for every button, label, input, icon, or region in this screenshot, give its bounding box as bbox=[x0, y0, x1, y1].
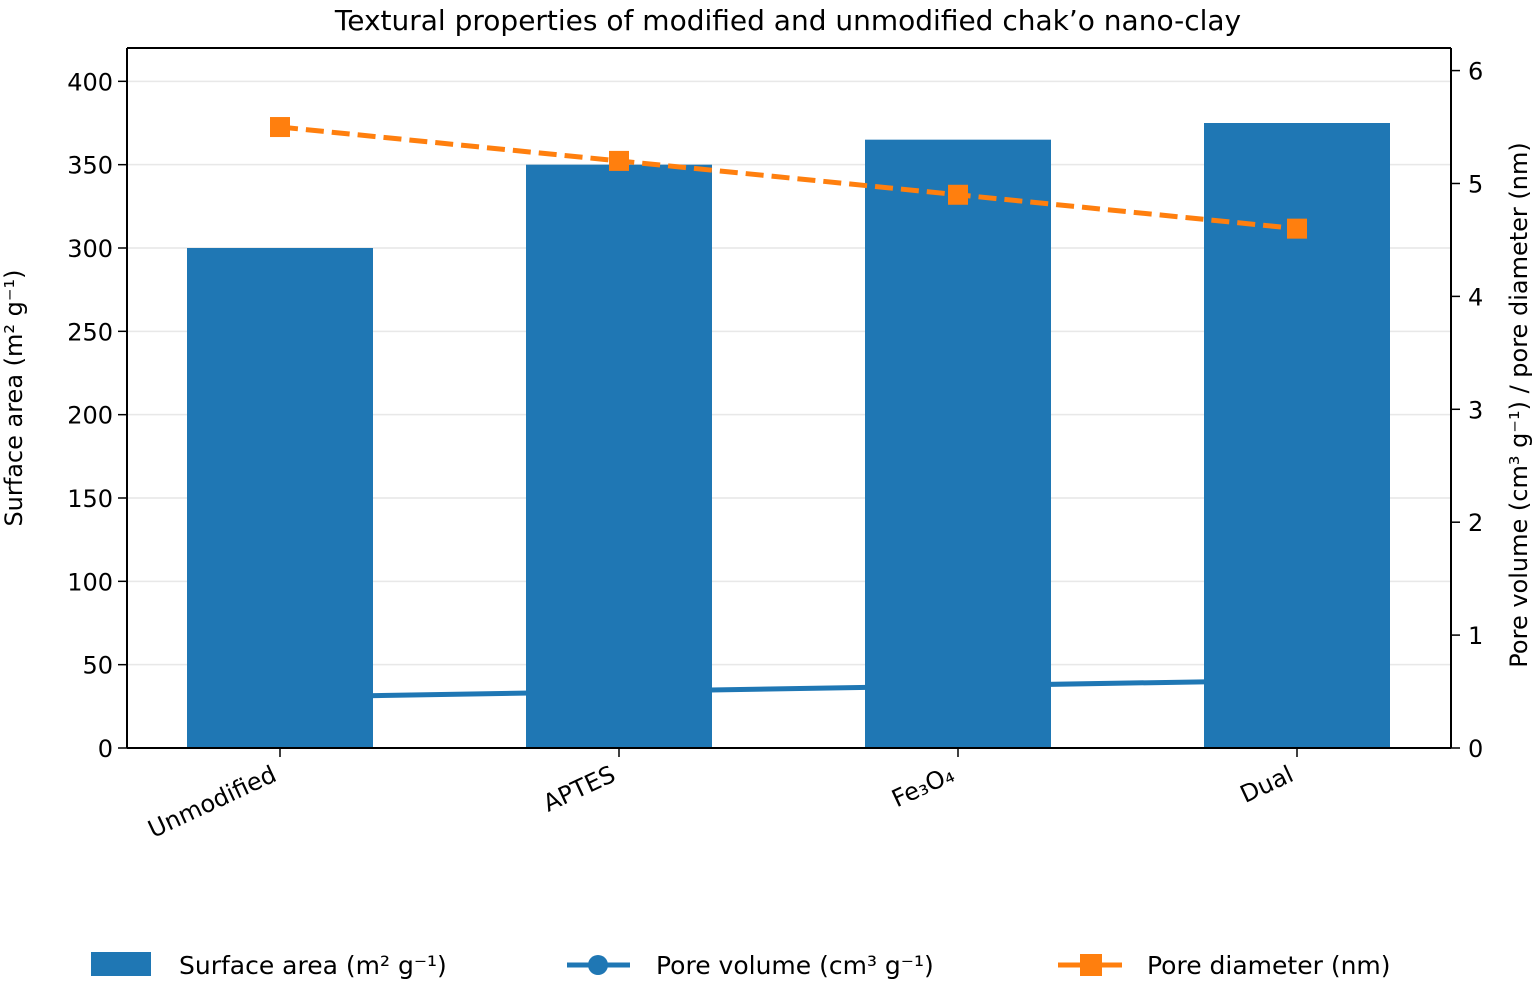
y-tick-label: 350 bbox=[67, 152, 113, 180]
lines bbox=[270, 117, 1307, 239]
bar-1 bbox=[526, 164, 712, 748]
y-tick-label: 150 bbox=[67, 485, 113, 513]
x-tick-label: Unmodified bbox=[144, 760, 281, 844]
y-tick-label: 300 bbox=[67, 235, 113, 263]
legend-swatch-surface-area bbox=[91, 952, 151, 976]
legend-marker-pore-diameter bbox=[1080, 954, 1102, 976]
legend-label-surface-area: Surface area (m² g⁻¹) bbox=[179, 951, 447, 980]
y2-tick-label: 4 bbox=[1468, 283, 1483, 311]
bar-0 bbox=[187, 248, 373, 748]
y2-tick-label: 6 bbox=[1468, 58, 1483, 86]
x-tick-label: APTES bbox=[539, 760, 620, 817]
legend-label-pore-volume: Pore volume (cm³ g⁻¹) bbox=[656, 951, 934, 980]
point-pore-diameter-2 bbox=[948, 184, 968, 205]
bar-2 bbox=[865, 139, 1051, 748]
bar-3 bbox=[1204, 123, 1390, 748]
axes: 0 50 100 150 200 250 300 350 400 0 1 2 3 4 5 6 Unmodifie… bbox=[67, 47, 1483, 844]
point-pore-diameter-1 bbox=[609, 150, 629, 171]
y2-tick-label: 2 bbox=[1468, 509, 1483, 537]
x-tick-label: Fe₃O₄ bbox=[887, 760, 958, 813]
y-tick-label: 200 bbox=[67, 402, 113, 430]
y-tick-label: 400 bbox=[67, 68, 113, 96]
y-tick-label: 50 bbox=[82, 652, 113, 680]
y2-tick-label: 3 bbox=[1468, 396, 1483, 424]
point-pore-diameter-0 bbox=[270, 117, 290, 138]
y2-tick-label: 0 bbox=[1468, 735, 1483, 763]
y2-axis-title: Pore volume (cm³ g⁻¹) / pore diameter (n… bbox=[1505, 142, 1533, 667]
series-line-pore-volume bbox=[279, 677, 1298, 700]
y2-tick-label: 1 bbox=[1468, 622, 1483, 650]
legend: Surface area (m² g⁻¹) Pore volume (cm³ g⁻… bbox=[91, 951, 1391, 980]
chart-title: Textural properties of modified and unmo… bbox=[334, 4, 1241, 37]
y-tick-label: 0 bbox=[98, 735, 113, 763]
point-pore-diameter-3 bbox=[1287, 218, 1307, 239]
series-line-pore-diameter bbox=[279, 124, 1298, 232]
y2-tick-label: 5 bbox=[1468, 170, 1483, 198]
bars bbox=[187, 123, 1390, 748]
x-tick-label: Dual bbox=[1236, 760, 1298, 809]
y-axis-title: Surface area (m² g⁻¹) bbox=[0, 269, 28, 526]
legend-marker-pore-volume bbox=[588, 955, 608, 975]
y-tick-label: 100 bbox=[67, 568, 113, 596]
y-tick-label: 250 bbox=[67, 318, 113, 346]
legend-label-pore-diameter: Pore diameter (nm) bbox=[1147, 951, 1391, 980]
